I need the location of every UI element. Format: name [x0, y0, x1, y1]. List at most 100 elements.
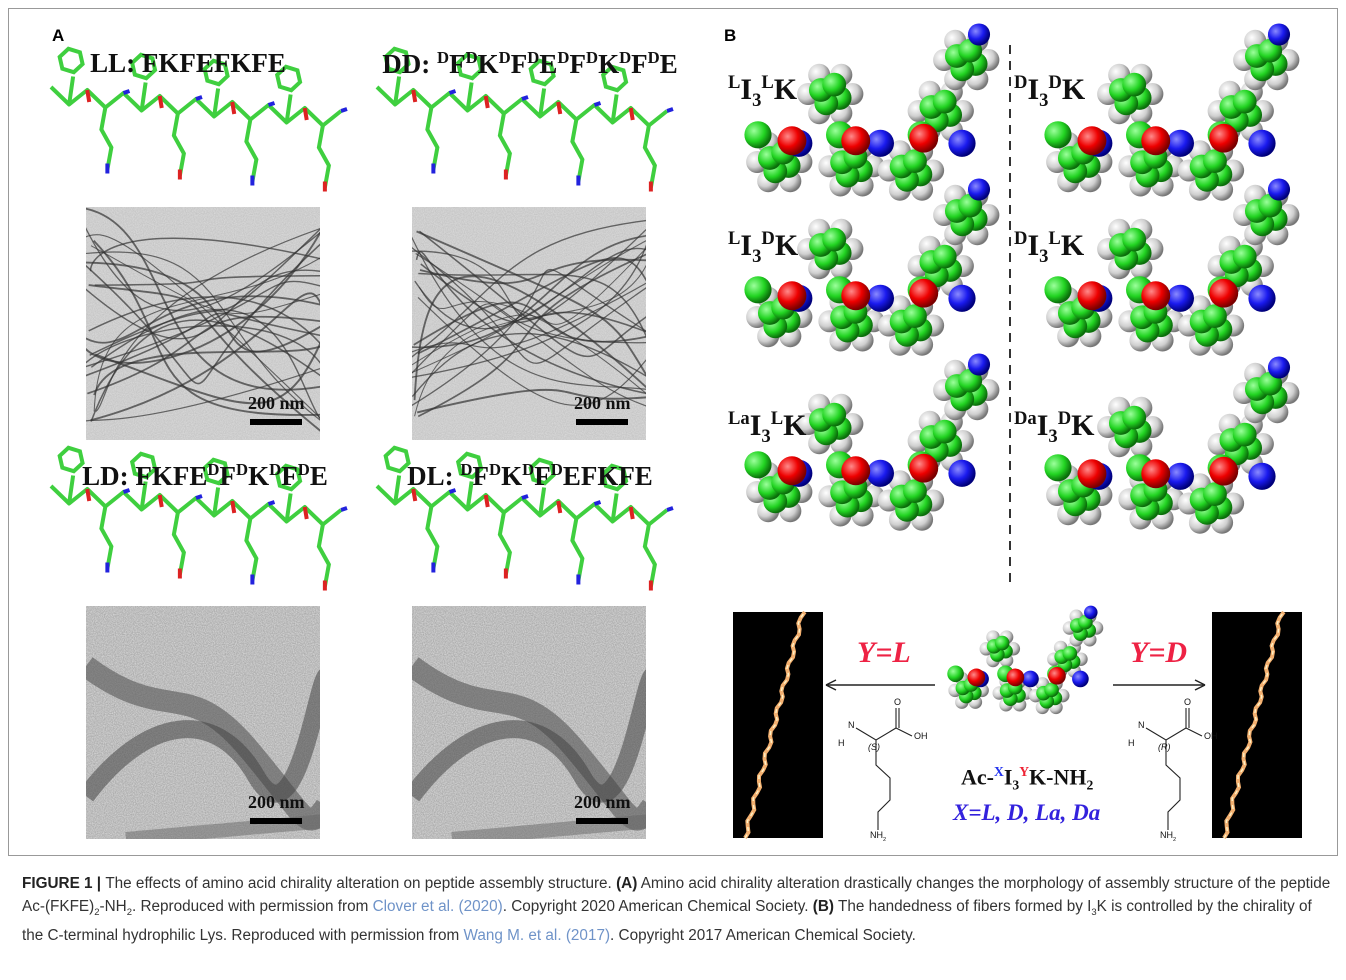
- space-filling-model: [947, 606, 1103, 714]
- atom: [1044, 121, 1071, 148]
- carbonyl: [232, 102, 234, 114]
- atom: [1203, 482, 1227, 506]
- text-run: LL: FKFEFKFE: [90, 48, 286, 78]
- atom: [903, 149, 927, 173]
- model-name: DI3LK: [1014, 228, 1084, 268]
- amide: [124, 91, 130, 93]
- amide: [196, 97, 202, 99]
- peptide-name: LL: FKFEFKFE: [90, 48, 286, 79]
- atom: [1084, 606, 1098, 620]
- atom: [841, 456, 870, 485]
- side-chain: [645, 525, 655, 587]
- carbonyl: [87, 90, 89, 102]
- atom: [1248, 285, 1275, 312]
- atom: [1203, 304, 1227, 328]
- peptide-name: DL: DFDKDFDEFKFE: [407, 460, 653, 492]
- text-run: L: [761, 72, 773, 93]
- side-chain: [427, 108, 437, 170]
- atom: [948, 285, 975, 312]
- scale-bar: [250, 419, 302, 425]
- carbonyl: [305, 108, 307, 120]
- atom: [1209, 124, 1238, 153]
- text-run: F: [569, 49, 586, 79]
- caption: FIGURE 1 | The effects of amino acid chi…: [22, 872, 1334, 947]
- panel-label: B: [724, 26, 736, 46]
- atom: [1078, 126, 1107, 155]
- text-run: FIGURE 1 |: [22, 875, 105, 892]
- variants: X=L, D, La, Da: [953, 800, 1100, 826]
- model-name: LI3DK: [728, 228, 798, 268]
- side-chain: [645, 126, 655, 188]
- atom: [744, 121, 771, 148]
- afm-image: [733, 612, 823, 838]
- scale-bar: [576, 419, 628, 425]
- atom: [1141, 126, 1170, 155]
- atom: [867, 285, 894, 312]
- text-run: D: [1058, 408, 1071, 429]
- chem-atom: OH: [914, 731, 928, 741]
- chem-atom: (S): [868, 742, 880, 752]
- atom: [1268, 356, 1290, 378]
- peptide-name: LD: FKFEDFDKDFDE: [82, 460, 328, 492]
- scale-bar-label: 200 nm: [248, 792, 305, 813]
- atom: [744, 276, 771, 303]
- text-run: . Copyright 2017 American Chemical Socie…: [610, 927, 916, 944]
- atom: [1141, 459, 1170, 488]
- chem-atom: H: [838, 738, 845, 748]
- atom: [1078, 459, 1107, 488]
- atom: [1022, 671, 1039, 688]
- text-run: (B): [813, 898, 834, 915]
- carbonyl: [413, 90, 415, 102]
- atom: [1072, 671, 1089, 688]
- text-run: D: [551, 460, 563, 479]
- amide: [341, 109, 347, 111]
- atom: [1167, 463, 1194, 490]
- atom: [948, 130, 975, 157]
- carbonyl: [558, 501, 560, 513]
- scale-bar-label: 200 nm: [248, 393, 305, 414]
- text-run: K: [478, 49, 499, 79]
- chem-atom: N: [848, 720, 855, 730]
- text-run: K: [774, 73, 797, 106]
- text-run: D: [207, 460, 219, 479]
- atom: [822, 403, 846, 427]
- text-run: NH: [870, 830, 883, 840]
- text-run: K: [598, 49, 619, 79]
- atom: [1048, 667, 1066, 685]
- atom: [1248, 463, 1275, 490]
- text-run: D: [499, 48, 511, 67]
- amide: [522, 496, 528, 498]
- text-run: NH: [1160, 830, 1173, 840]
- carbonyl: [232, 501, 234, 513]
- model-name: DaI3DK: [1014, 408, 1095, 448]
- text-run: E: [310, 461, 328, 491]
- atom: [1248, 130, 1275, 157]
- text-run: The handedness of fibers formed by I: [834, 898, 1091, 915]
- peptide-name: DD: DFDKDFDEDFDKDFDE: [382, 48, 678, 80]
- amide: [522, 97, 528, 99]
- atom: [1209, 457, 1238, 486]
- text-run: I: [1037, 409, 1049, 442]
- side-chain: [500, 114, 510, 176]
- atom: [1209, 279, 1238, 308]
- carbonyl: [486, 96, 488, 108]
- atom: [933, 90, 957, 114]
- side-chain: [319, 525, 329, 587]
- atom: [1078, 281, 1107, 310]
- text-run: D: [557, 48, 569, 67]
- afm-image: [1212, 612, 1302, 838]
- atom: [1122, 73, 1146, 97]
- model-name: DI3DK: [1014, 72, 1085, 112]
- atom: [968, 669, 986, 687]
- atom: [1122, 406, 1146, 430]
- scale-bar: [250, 818, 302, 824]
- text-run: D: [1014, 228, 1027, 249]
- scale-bar-label: 200 nm: [574, 393, 631, 414]
- atom: [778, 281, 807, 310]
- side-chain: [572, 120, 582, 182]
- text-run: D: [437, 48, 449, 67]
- formula: Ac-XI3YK-NH2: [961, 764, 1093, 794]
- text-run: K: [1061, 229, 1084, 262]
- side-chain: [101, 108, 111, 170]
- text-run: L: [728, 228, 740, 249]
